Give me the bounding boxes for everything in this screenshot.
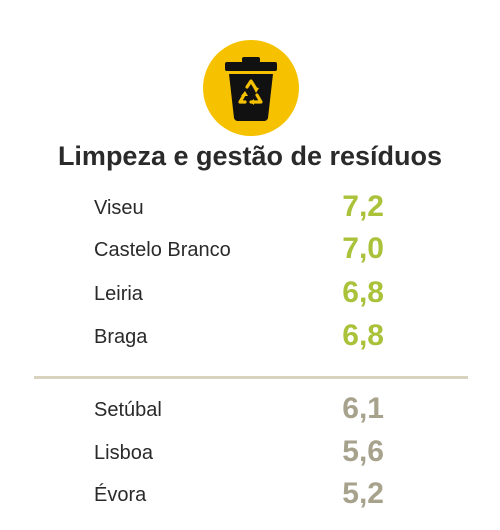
city-name: Évora: [94, 484, 147, 506]
city-score: 6,8: [342, 319, 384, 352]
city-score: 6,8: [342, 276, 384, 309]
list-item: Lisboa 5,6: [94, 431, 394, 471]
list-item: Setúbal 6,1: [94, 388, 394, 428]
city-score: 5,6: [342, 435, 384, 468]
list-item: Leiria 6,8: [94, 272, 394, 312]
city-score: 6,1: [342, 392, 384, 425]
city-name: Braga: [94, 326, 148, 348]
recycle-bin-icon: [203, 40, 299, 136]
list-item: Braga 6,8: [94, 315, 394, 355]
list-item: Viseu 7,2: [94, 186, 394, 226]
city-name: Castelo Branco: [94, 239, 231, 261]
city-name: Leiria: [94, 283, 143, 305]
city-name: Lisboa: [94, 442, 153, 464]
section-title: Limpeza e gestão de resíduos: [57, 141, 443, 171]
city-score: 7,0: [342, 232, 384, 265]
city-name: Viseu: [94, 197, 144, 219]
city-score: 5,2: [342, 477, 384, 510]
city-name: Setúbal: [94, 399, 162, 421]
list-item: Castelo Branco 7,0: [94, 228, 394, 268]
list-item: Évora 5,2: [94, 473, 394, 513]
group-divider: [34, 376, 468, 379]
city-score: 7,2: [342, 190, 384, 223]
